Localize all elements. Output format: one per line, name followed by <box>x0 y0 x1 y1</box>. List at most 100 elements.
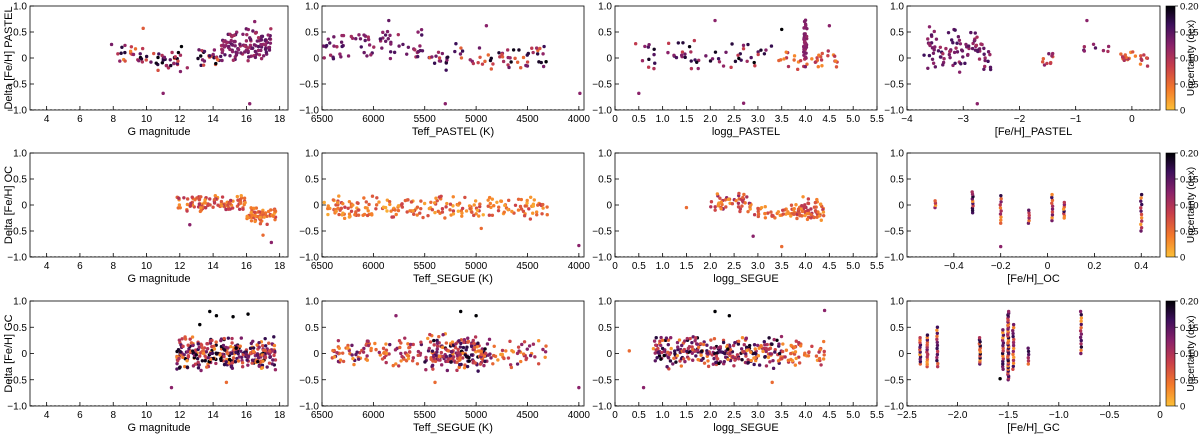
data-point <box>796 207 801 211</box>
data-point <box>221 48 225 53</box>
data-point <box>533 355 537 359</box>
data-point <box>1047 52 1051 56</box>
data-point <box>708 59 713 63</box>
data-point <box>221 343 226 348</box>
data-point <box>458 353 462 357</box>
data-point <box>956 35 961 39</box>
data-point <box>255 353 260 357</box>
data-point <box>256 359 260 364</box>
data-point <box>736 53 740 57</box>
data-point <box>202 59 207 63</box>
data-point <box>771 366 776 371</box>
colorbar-tick-label: 0.20 <box>1180 149 1199 160</box>
data-point <box>457 339 461 343</box>
x-axis-label: logg_SEGUE <box>713 273 778 285</box>
data-point <box>242 196 247 200</box>
y-tick-label: 0.5 <box>890 323 904 334</box>
data-point <box>366 209 370 213</box>
data-point <box>176 59 180 63</box>
data-point <box>815 56 819 60</box>
data-point <box>511 48 516 52</box>
data-point <box>696 66 700 71</box>
data-point <box>232 39 236 44</box>
colorbar-label: Uncertainty (dex) <box>1186 315 1197 391</box>
data-point <box>709 205 713 209</box>
data-point <box>999 209 1003 213</box>
data-point <box>248 36 252 40</box>
data-point <box>161 91 165 96</box>
data-point <box>428 340 433 344</box>
data-point <box>387 352 391 356</box>
data-point <box>216 58 220 62</box>
data-point <box>185 365 190 369</box>
data-point <box>657 351 661 356</box>
data-point <box>391 363 395 368</box>
x-tick-label: 5000 <box>465 114 488 125</box>
data-point <box>543 350 548 354</box>
data-point <box>208 197 212 201</box>
data-point <box>728 344 732 349</box>
data-point <box>756 206 760 211</box>
data-point <box>486 204 490 208</box>
data-point <box>208 351 213 356</box>
data-point <box>351 203 355 207</box>
data-point <box>719 350 724 354</box>
data-point <box>207 54 212 58</box>
data-point <box>691 358 695 362</box>
data-point <box>674 360 678 364</box>
x-tick-label: 3.0 <box>751 114 765 125</box>
data-point <box>752 60 756 65</box>
data-point <box>766 211 770 215</box>
data-point <box>749 358 753 363</box>
data-point <box>439 350 444 355</box>
data-point <box>334 209 338 213</box>
data-point <box>199 368 203 373</box>
data-point <box>321 44 326 48</box>
data-point <box>249 210 253 215</box>
data-point <box>263 336 267 341</box>
y-tick-label: −1.0 <box>592 253 612 264</box>
data-point <box>349 209 354 213</box>
data-point <box>741 47 746 51</box>
data-point <box>220 58 224 63</box>
data-point <box>322 200 326 205</box>
colorbar-tick-label: 0.05 <box>1180 227 1199 238</box>
data-point <box>696 357 700 362</box>
data-point <box>451 212 456 216</box>
y-tick-label: −1.0 <box>592 106 612 117</box>
data-point <box>189 341 194 345</box>
data-point <box>792 58 796 62</box>
colorbar-tick-label: 0.10 <box>1180 201 1199 212</box>
data-point <box>536 362 541 366</box>
data-point <box>954 46 958 50</box>
data-point <box>712 346 717 350</box>
data-point <box>234 346 238 350</box>
data-point <box>259 34 264 39</box>
data-point <box>109 42 114 47</box>
data-point <box>983 56 987 60</box>
data-point <box>419 340 423 344</box>
data-point <box>998 203 1002 207</box>
data-point <box>515 362 520 366</box>
data-point <box>365 54 369 58</box>
data-point <box>676 345 680 349</box>
data-point <box>1026 349 1031 354</box>
data-point <box>819 218 823 222</box>
data-point <box>1106 49 1110 54</box>
data-point <box>700 349 704 353</box>
data-point <box>522 214 527 218</box>
data-point <box>683 55 687 60</box>
x-tick-label: 1.0 <box>656 410 670 421</box>
data-point <box>265 365 269 369</box>
data-point <box>534 46 539 50</box>
data-point <box>445 58 449 62</box>
data-point <box>532 198 536 202</box>
x-tick-label: −2.0 <box>948 410 968 421</box>
data-point <box>197 48 201 52</box>
data-point <box>182 353 186 357</box>
data-point <box>206 202 210 206</box>
data-point <box>746 42 750 47</box>
data-point <box>1079 316 1084 320</box>
data-point <box>352 362 356 367</box>
